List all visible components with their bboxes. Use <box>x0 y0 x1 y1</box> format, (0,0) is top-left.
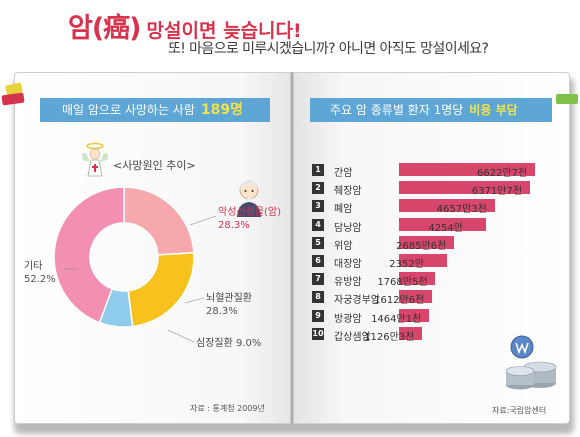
pie-chart-title: <사망원인 추이> <box>113 159 196 172</box>
bar-category-label: 담낭암 <box>334 222 362 234</box>
bar-value-label: 2685만6천 <box>396 240 447 252</box>
subtitle: 또! 마음으로 미루시겠습니까? 아니면 아직도 망설이세요? <box>168 41 489 57</box>
rank-badge: 2 <box>312 182 324 195</box>
bar-value-label: 1768만5천 <box>377 277 428 289</box>
cost-banner: 주요 암 종류별 환자 1명당 비용 부담 <box>310 98 552 122</box>
pie-label-brain: 뇌혈관질환 28.3% <box>206 292 252 318</box>
headline: 암(癌) 망설이면 늦습니다! <box>68 6 302 45</box>
bookmark-green <box>556 94 578 104</box>
coins-icon <box>505 335 557 390</box>
donut-slices <box>53 186 195 328</box>
pie-label-cancer: 악성신생물(암) 28.3% <box>218 206 281 232</box>
left-source: 자료 : 통계청 2009년 <box>190 404 265 413</box>
cost-bar <box>399 217 487 231</box>
pie-label-other: 기타 52.2% <box>24 260 56 286</box>
cost-bar <box>399 326 423 340</box>
bar-value-label: 1126만3천 <box>364 331 415 343</box>
bar-category-label: 대장암 <box>334 259 362 270</box>
pie-label-other-name: 기타 <box>24 261 43 272</box>
pie-label-heart-value: 9.0% <box>236 338 262 349</box>
book-spine <box>290 72 294 424</box>
pie-label-cancer-name: 악성신생물(암) <box>218 207 282 218</box>
bar-category-label: 방광암 <box>334 313 362 325</box>
bar-category-label: 자궁경부암 <box>334 295 380 307</box>
rank-badge: 10 <box>312 327 324 340</box>
rank-badge: 3 <box>312 200 324 213</box>
bar-category-label: 간암 <box>334 168 353 179</box>
deaths-banner: 매일 암으로 사망하는 사람 189명 <box>40 98 270 122</box>
rank-badge: 6 <box>312 255 324 267</box>
deaths-banner-number: 189명 <box>200 102 243 118</box>
rank-badge: 1 <box>312 164 324 176</box>
donut-slice-other <box>53 186 125 324</box>
bar-category-label: 췌장암 <box>334 186 362 198</box>
donut-slice-cancer <box>123 186 195 256</box>
bar-value-label: 4254만 <box>428 222 463 234</box>
cost-bar <box>399 181 530 195</box>
bar-category-label: 유방암 <box>334 277 362 289</box>
cost-bar <box>399 272 436 286</box>
cost-bar <box>399 235 455 249</box>
bar-value-label: 2352만 <box>389 259 424 270</box>
rank-badge: 5 <box>312 236 324 249</box>
right-source: 자료:국립암센터 <box>492 406 547 415</box>
headline-tag: 망설이면 늦습니다! <box>146 20 302 42</box>
rank-badge: 7 <box>312 273 324 286</box>
bar-value-label: 6622만7천 <box>477 168 528 179</box>
pie-label-brain-name: 뇌혈관질환 <box>206 293 252 304</box>
rank-badge: 9 <box>312 309 324 322</box>
bar-value-label: 1612만6천 <box>374 295 425 307</box>
cost-banner-highlight: 비용 부담 <box>469 103 518 117</box>
bar-category-label: 위암 <box>334 240 353 252</box>
bar-value-label: 1464만1천 <box>371 313 422 325</box>
deaths-banner-text: 매일 암으로 사망하는 사람 <box>62 103 195 117</box>
bar-category-label: 갑상샘암 <box>334 331 371 343</box>
bar-category-label: 폐암 <box>334 204 353 216</box>
cost-bar <box>399 290 433 304</box>
donut-slice-brain <box>127 251 195 328</box>
cost-banner-text: 주요 암 종류별 환자 1명당 <box>330 103 464 117</box>
pie-label-brain-value: 28.3% <box>206 306 238 317</box>
pie-label-heart: 심장질환 9.0% <box>196 337 261 350</box>
rank-badge: 8 <box>312 291 324 304</box>
cost-bar <box>399 308 430 322</box>
cost-bar <box>399 163 535 176</box>
pie-label-cancer-value: 28.3% <box>218 220 250 231</box>
pie-label-other-value: 52.2% <box>24 274 56 285</box>
rank-badge: 4 <box>312 218 324 231</box>
headline-main: 암(癌) <box>68 13 142 44</box>
donut-chart <box>53 186 195 328</box>
pie-label-heart-name: 심장질환 <box>196 338 233 349</box>
cost-bar <box>399 199 495 213</box>
cost-bar <box>399 254 448 267</box>
bar-value-label: 4657만3천 <box>436 204 487 216</box>
angel-icon <box>82 142 108 177</box>
bar-value-label: 6371만7천 <box>471 186 523 198</box>
grandpa-icon <box>237 180 261 217</box>
